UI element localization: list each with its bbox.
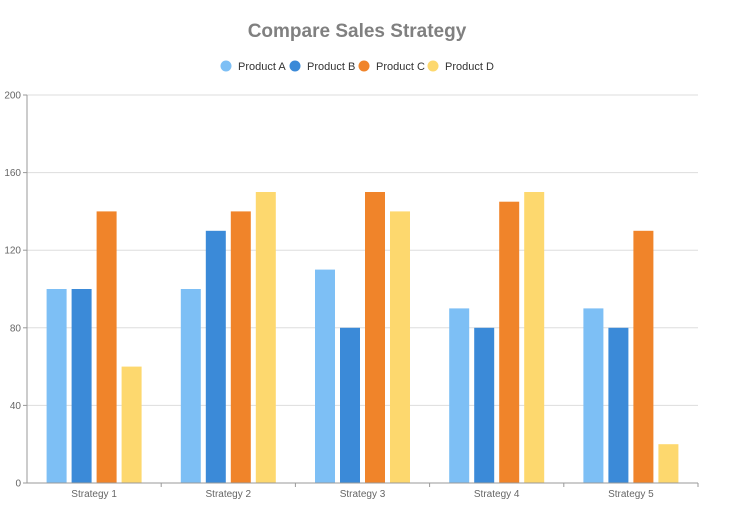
x-tick-label: Strategy 4	[474, 489, 520, 500]
legend-marker	[358, 60, 370, 72]
bar-product-b-strategy-4[interactable]	[474, 327, 495, 483]
bar-product-d-strategy-2[interactable]	[255, 192, 276, 483]
legend-item-product-b[interactable]: Product B	[289, 60, 356, 74]
legend-label: Product A	[238, 61, 286, 73]
y-tick-label: 200	[4, 91, 21, 102]
bar-product-b-strategy-5[interactable]	[608, 327, 629, 483]
legend-marker	[289, 60, 301, 72]
x-axis: Strategy 1 Strategy 2 Strategy 3 Strategy 4…	[71, 483, 699, 500]
bar-product-a-strategy-5[interactable]	[583, 308, 604, 483]
bar-product-a-strategy-1[interactable]	[46, 289, 67, 483]
bar-product-b-strategy-1[interactable]	[71, 289, 92, 483]
y-tick-label: 80	[10, 323, 22, 334]
bar-product-b-strategy-2[interactable]	[205, 230, 226, 483]
bar-product-a-strategy-3[interactable]	[315, 269, 335, 483]
legend-marker	[220, 60, 232, 72]
y-tick-label: 0	[15, 479, 21, 490]
bar-product-c-strategy-5[interactable]	[633, 230, 654, 483]
bar-product-d-strategy-3[interactable]	[390, 211, 410, 483]
y-tick-label: 120	[4, 246, 21, 257]
bar-product-c-strategy-4[interactable]	[499, 201, 520, 483]
bar-product-c-strategy-1[interactable]	[96, 211, 117, 483]
bar-product-c-strategy-2[interactable]	[230, 211, 251, 483]
bar-product-a-strategy-4[interactable]	[449, 308, 470, 483]
legend-item-product-c[interactable]: Product C	[358, 60, 425, 74]
x-tick-label: Strategy 1	[71, 489, 117, 500]
y-tick-label: 40	[10, 401, 22, 412]
bars	[46, 192, 679, 483]
chart-title: Compare Sales Strategy	[248, 21, 467, 42]
x-tick-label: Strategy 5	[608, 489, 654, 500]
bar-product-d-strategy-4[interactable]	[524, 192, 545, 483]
bar-product-c-strategy-3[interactable]	[365, 192, 385, 483]
bar-product-a-strategy-2[interactable]	[180, 289, 201, 483]
x-tick-label: Strategy 2	[206, 489, 252, 500]
legend-label: Product C	[376, 61, 425, 73]
legend-marker	[427, 60, 439, 72]
legend-item-product-d[interactable]: Product D	[427, 60, 494, 74]
y-axis: 0 40 80 120 160 200	[4, 91, 28, 490]
legend-label: Product D	[445, 61, 494, 73]
bar-product-d-strategy-5[interactable]	[658, 444, 679, 483]
legend-item-product-a[interactable]: Product A	[220, 60, 287, 74]
legend: Product A Product B Product C Product D	[220, 60, 494, 74]
x-tick-label: Strategy 3	[340, 489, 386, 500]
bar-product-d-strategy-1[interactable]	[121, 366, 142, 483]
legend-label: Product B	[307, 61, 355, 73]
y-tick-label: 160	[4, 168, 21, 179]
bar-product-b-strategy-3[interactable]	[340, 327, 360, 483]
